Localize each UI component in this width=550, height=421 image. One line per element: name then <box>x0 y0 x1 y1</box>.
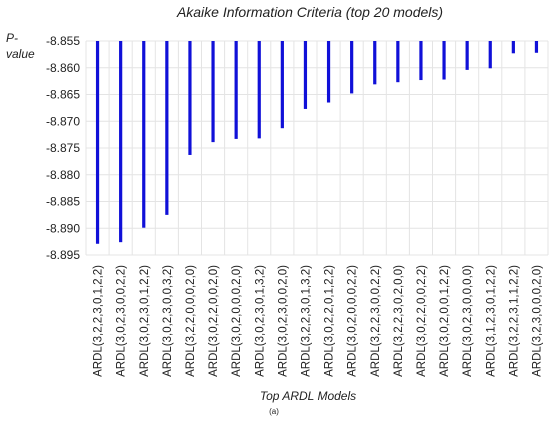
y-tick-label: -8.875 <box>46 141 80 155</box>
bar <box>303 41 308 109</box>
y-tick-label: -8.870 <box>46 114 80 128</box>
bar <box>188 41 192 155</box>
bar <box>396 41 400 83</box>
x-tick-label: ARDL(3,2,2,3,0,1,2,2) <box>93 265 105 377</box>
x-tick-label: ARDL(3,0,2,2,0,0,2,2) <box>416 265 428 377</box>
x-tick-label: ARDL(3,0,2,3,0,1,3,2) <box>254 265 266 377</box>
bar <box>511 41 515 54</box>
x-tick-label: ARDL(3,0,2,3,0,0,3,2) <box>162 265 174 377</box>
x-axis-ticks: ARDL(3,2,2,3,0,1,2,2) ARDL(3,0,2,3,0,0,2,… <box>93 265 544 377</box>
y-axis-label-line-1: P- <box>6 31 18 45</box>
y-axis-label-line-2: value <box>6 47 35 61</box>
y-tick-label: -8.885 <box>46 195 80 209</box>
bar <box>165 41 169 215</box>
bar <box>280 41 284 129</box>
grid <box>85 40 549 256</box>
x-tick-label: ARDL(3,2,2,3,1,1,2,2) <box>508 265 520 377</box>
bar <box>326 41 331 103</box>
x-tick-label: ARDL(3,0,2,0,0,0,2,0) <box>231 265 243 377</box>
bar <box>119 41 123 243</box>
bars <box>95 41 539 244</box>
x-tick-label: ARDL(3,2,2,3,0,0,2,2) <box>370 265 382 377</box>
x-tick-label: ARDL(3,0,2,3,0,1,2,2) <box>139 265 151 377</box>
bar <box>419 41 423 81</box>
bar <box>257 41 261 139</box>
bar <box>350 41 354 94</box>
bar <box>234 41 238 139</box>
x-tick-label: ARDL(3,1,2,3,0,1,2,2) <box>485 265 497 377</box>
x-tick-label: ARDL(3,0,2,2,0,1,2,2) <box>324 265 336 377</box>
x-tick-label: ARDL(3,0,2,3,0,0,0,0) <box>462 265 474 377</box>
y-tick-label: -8.890 <box>46 221 80 235</box>
x-tick-label: ARDL(3,2,2,3,0,1,3,2) <box>300 265 312 377</box>
x-tick-label: ARDL(3,0,2,2,0,0,2,0) <box>208 265 220 377</box>
figure-caption: (a) <box>269 407 279 416</box>
bar <box>534 41 539 53</box>
x-tick-label: ARDL(3,0,2,0,0,0,2,2) <box>347 265 359 377</box>
x-tick-label: ARDL(3,0,2,3,0,0,2,0) <box>277 265 289 377</box>
y-tick-label: -8.860 <box>46 61 80 75</box>
x-tick-label: ARDL(3,0,2,3,0,0,2,2) <box>116 265 128 377</box>
bar <box>465 41 469 70</box>
x-axis-label: Top ARDL Models <box>260 389 356 403</box>
bar <box>142 41 146 228</box>
bar <box>442 41 446 80</box>
x-tick-label: ARDL(3,2,2,3,0,2,0,0) <box>393 265 405 377</box>
y-tick-label: -8.855 <box>46 34 80 48</box>
y-axis-ticks: -8.855 -8.860 -8.865 -8.870 -8.875 -8.880 -8.8… <box>46 34 80 262</box>
x-tick-label: ARDL(3,2,3,0,0,0,2,0) <box>531 265 543 377</box>
chart-title: Akaike Information Criteria (top 20 mode… <box>176 4 443 20</box>
y-tick-label: -8.895 <box>46 248 80 262</box>
bar <box>95 41 100 244</box>
x-tick-label: ARDL(3,0,2,0,0,1,2,2) <box>439 265 451 377</box>
y-tick-label: -8.880 <box>46 168 80 182</box>
bar <box>373 41 377 85</box>
bar <box>488 41 492 69</box>
y-tick-label: -8.865 <box>46 88 80 102</box>
x-tick-label: ARDL(3,2,2,0,0,0,2,0) <box>185 265 197 377</box>
bar <box>211 41 215 143</box>
